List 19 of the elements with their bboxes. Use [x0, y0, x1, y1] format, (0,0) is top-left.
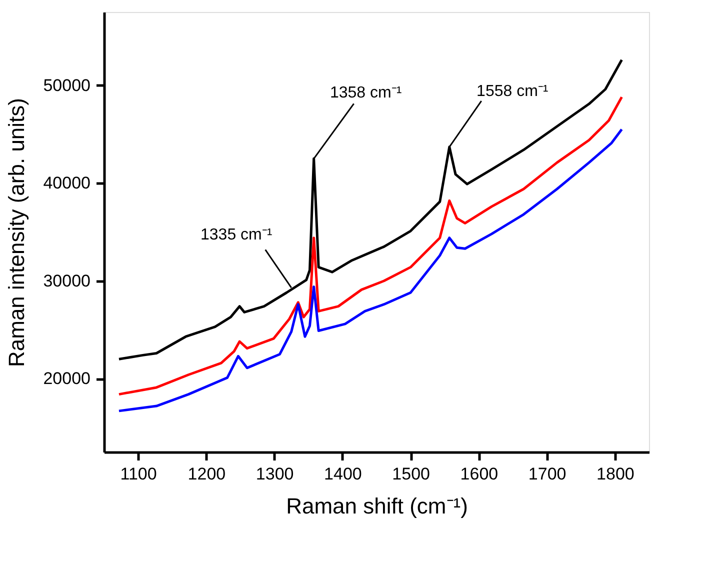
x-tick-label: 1500: [392, 464, 430, 484]
y-tick-label: 40000: [43, 174, 90, 193]
y-axis-title: Raman intensity (arb. units): [4, 98, 30, 367]
annotation: 1558 cm⁻¹: [476, 82, 548, 100]
y-tick-label: 20000: [43, 369, 90, 388]
x-tick-label: 1100: [120, 464, 157, 484]
line-series: [118, 128, 623, 412]
annotation: 1358 cm⁻¹: [330, 84, 402, 102]
x-tick-label: 1200: [188, 464, 226, 484]
x-tick-label: 1400: [324, 464, 362, 484]
x-tick-label: 1700: [528, 464, 566, 484]
y-tick-label: 50000: [43, 76, 90, 95]
x-tick-label: 1600: [460, 464, 498, 484]
x-axis-title: Raman shift (cm⁻¹): [286, 494, 468, 518]
annotation: 1335 cm⁻¹: [200, 226, 272, 244]
x-tick-label: 1800: [596, 464, 634, 484]
line-series: [118, 58, 623, 360]
y-tick-label: 30000: [43, 271, 90, 290]
x-tick-label: 1300: [256, 464, 294, 484]
